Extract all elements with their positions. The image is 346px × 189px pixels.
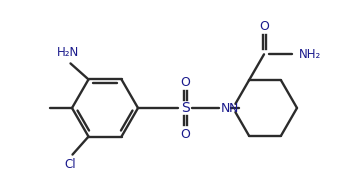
Text: S: S xyxy=(181,101,189,115)
Text: O: O xyxy=(259,20,269,33)
Text: N: N xyxy=(220,101,230,115)
Text: O: O xyxy=(180,75,190,88)
Text: N: N xyxy=(228,101,238,115)
Text: NH₂: NH₂ xyxy=(299,48,321,61)
Text: H₂N: H₂N xyxy=(56,46,79,59)
Text: Cl: Cl xyxy=(65,158,76,171)
Text: O: O xyxy=(180,128,190,140)
